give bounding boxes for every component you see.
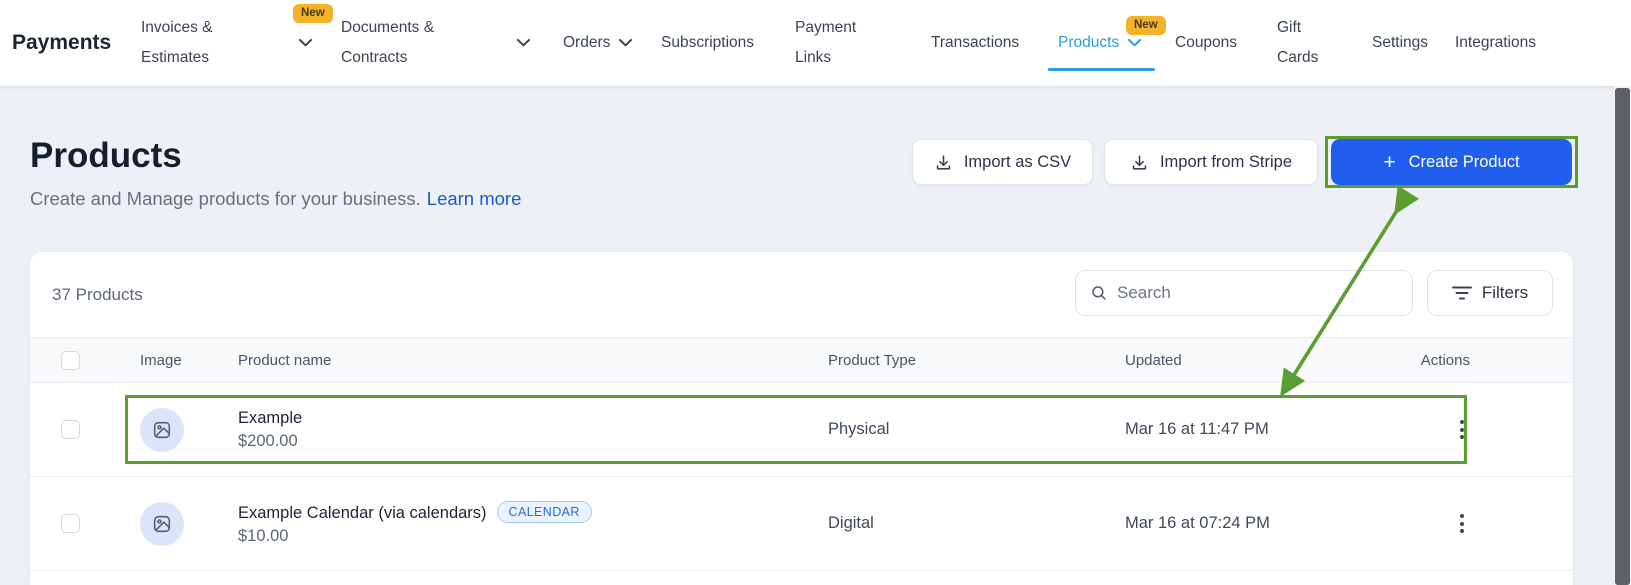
filters-button[interactable]: Filters: [1427, 270, 1553, 316]
calendar-badge: CALENDAR: [496, 501, 592, 523]
nav-item-gift-cards[interactable]: Gift Cards: [1277, 0, 1325, 86]
product-image-placeholder: [140, 407, 184, 452]
search-placeholder: Search: [1117, 283, 1171, 302]
product-name-cell: Example $200.00: [238, 409, 828, 451]
product-count: 37 Products: [52, 285, 143, 304]
plus-icon: +: [1383, 150, 1396, 174]
chevron-down-icon: [619, 39, 633, 47]
vertical-scrollbar-track[interactable]: [1614, 86, 1631, 585]
column-header-product-type: Product Type: [828, 351, 917, 369]
download-icon: [1130, 153, 1149, 172]
nav-label: Orders: [563, 33, 611, 51]
page-subtitle: Create and Manage products for your busi…: [30, 188, 521, 210]
new-badge: New: [1126, 16, 1166, 35]
row-checkbox[interactable]: [61, 514, 80, 533]
nav-label: Payment Links: [795, 18, 857, 66]
subtitle-text: Create and Manage products for your busi…: [30, 188, 421, 209]
filter-icon: [1451, 285, 1472, 301]
vertical-scrollbar-thumb[interactable]: [1615, 88, 1630, 585]
updated-timestamp: Mar 16 at 07:24 PM: [1125, 514, 1270, 532]
updated-timestamp: Mar 16 at 11:47 PM: [1125, 420, 1269, 438]
select-all-checkbox[interactable]: [61, 350, 80, 370]
nav-item-transactions[interactable]: Transactions: [931, 0, 1019, 86]
nav-item-integrations[interactable]: Integrations: [1455, 0, 1536, 86]
active-tab-underline: [1048, 68, 1155, 71]
nav-item-coupons[interactable]: Coupons: [1175, 0, 1237, 86]
create-product-button[interactable]: + Create Product: [1331, 139, 1572, 185]
product-image-placeholder: [140, 501, 184, 546]
products-card: 37 Products Search Filters Image Product…: [30, 252, 1573, 585]
search-icon: [1090, 284, 1108, 302]
top-navigation: Payments Invoices & Estimates New Docume…: [0, 0, 1631, 86]
table-row-example[interactable]: Example $200.00 Physical Mar 16 at 11:47…: [30, 383, 1573, 477]
button-label: Import from Stripe: [1159, 152, 1293, 171]
nav-item-payment-links[interactable]: Payment Links: [795, 0, 865, 86]
nav-label: Documents & Contracts: [341, 18, 435, 66]
learn-more-link[interactable]: Learn more: [426, 188, 522, 209]
new-badge: New: [293, 4, 333, 23]
nav-label: Integrations: [1455, 33, 1536, 51]
button-label: Import as CSV: [963, 152, 1072, 171]
nav-item-settings[interactable]: Settings: [1372, 0, 1428, 86]
chevron-down-icon: [1128, 39, 1142, 47]
brand-payments: Payments: [12, 31, 112, 54]
row-checkbox[interactable]: [61, 420, 80, 439]
actions-cell: [1415, 508, 1470, 539]
column-header-actions: Actions: [1420, 351, 1470, 369]
search-input[interactable]: Search: [1075, 270, 1413, 316]
nav-label: Gift Cards: [1277, 18, 1319, 66]
nav-label: Settings: [1372, 33, 1429, 51]
column-header-updated: Updated: [1125, 351, 1182, 369]
column-header-product-name: Product name: [238, 351, 332, 369]
product-name: Example Calendar (via calendars): [238, 504, 487, 522]
actions-cell: [1415, 414, 1470, 445]
product-type: Digital: [828, 514, 874, 532]
nav-item-orders[interactable]: Orders: [563, 0, 633, 86]
create-product-annotation-box: + Create Product: [1325, 136, 1578, 188]
page-title: Products: [30, 136, 182, 175]
button-label: Filters: [1481, 283, 1529, 302]
button-label: Create Product: [1408, 152, 1520, 171]
product-price: $200.00: [238, 431, 298, 450]
product-name-cell: Example Calendar (via calendars) CALENDAR…: [238, 501, 828, 546]
nav-label: Coupons: [1175, 33, 1238, 51]
nav-label: Transactions: [931, 33, 1020, 51]
chevron-down-icon: [517, 39, 530, 47]
nav-item-products-active[interactable]: Products New: [1048, 0, 1166, 86]
kebab-menu-icon[interactable]: [1454, 508, 1470, 539]
product-name: Example: [238, 408, 303, 427]
nav-item-documents-contracts[interactable]: Documents & Contracts: [341, 0, 530, 86]
import-csv-button[interactable]: Import as CSV: [912, 139, 1093, 185]
import-from-stripe-button[interactable]: Import from Stripe: [1104, 139, 1318, 185]
nav-label: Products: [1058, 33, 1120, 51]
nav-item-subscriptions[interactable]: Subscriptions: [661, 0, 754, 86]
nav-label: Subscriptions: [661, 33, 755, 51]
kebab-menu-icon[interactable]: [1454, 414, 1470, 445]
chevron-down-icon: [299, 39, 312, 47]
nav-item-invoices-estimates[interactable]: Invoices & Estimates New: [141, 0, 333, 86]
column-header-image: Image: [140, 351, 182, 369]
nav-label: Invoices & Estimates: [141, 18, 213, 66]
product-price: $10.00: [238, 527, 289, 545]
download-icon: [934, 153, 953, 172]
product-type: Physical: [828, 420, 890, 438]
table-row-example-calendar[interactable]: Example Calendar (via calendars) CALENDAR…: [30, 477, 1573, 571]
table-header-row: Image Product name Product Type Updated …: [30, 337, 1573, 383]
